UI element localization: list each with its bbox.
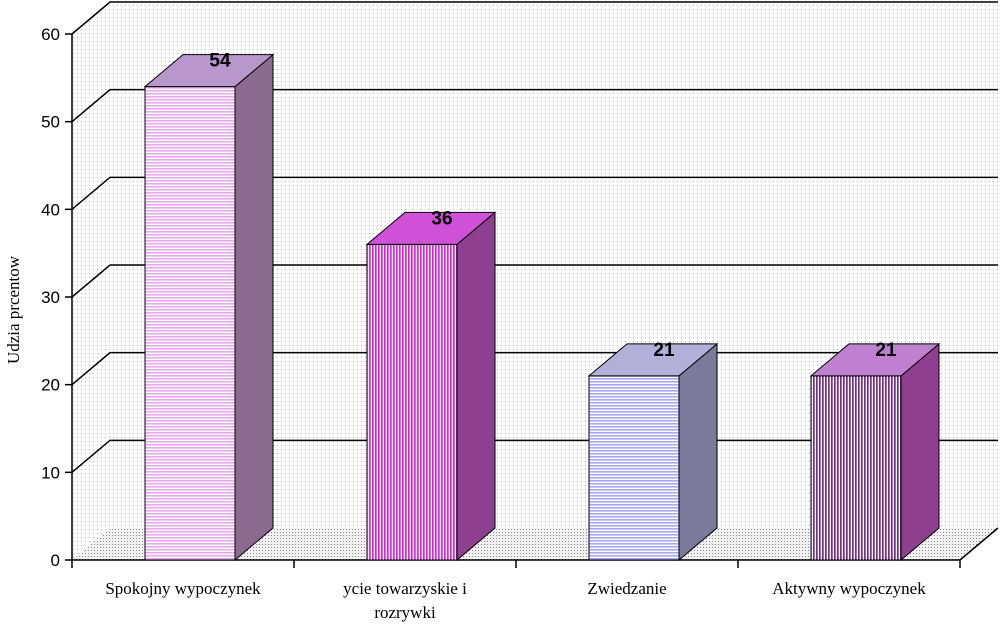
category-label: Spokojny wypoczynek [105, 579, 261, 598]
y-tick-label: 50 [41, 113, 60, 132]
bar-side [456, 211, 496, 562]
x-axis-depth-line [959, 527, 999, 561]
bar-top [143, 54, 275, 88]
data-label: 21 [653, 340, 675, 361]
bars [143, 53, 941, 562]
bar-front [366, 243, 458, 561]
bar-side [234, 53, 274, 562]
bar-3 [809, 342, 941, 562]
bar-side [678, 342, 718, 562]
gridline [71, 176, 998, 210]
category-label: ycie towarzyskie i [343, 579, 467, 598]
bar-front [144, 86, 236, 561]
category-label: Zwiedzanie [587, 579, 666, 598]
y-tick-label: 60 [41, 25, 60, 44]
category-label: rozrywki [374, 603, 436, 622]
bar-top [365, 211, 497, 245]
y-tick-label: 0 [51, 551, 60, 570]
gridline [71, 88, 998, 123]
data-label: 54 [209, 51, 231, 72]
category-label: Aktywny wypoczynek [772, 579, 926, 598]
gridline [71, 1, 998, 35]
bar-0 [143, 53, 275, 562]
bar-top [809, 343, 941, 377]
gridline [71, 264, 998, 298]
y-tick-label: 10 [41, 463, 60, 482]
y-axis-title: Udzia prcentow [4, 255, 23, 364]
data-label: 36 [431, 208, 452, 229]
floor-plane [72, 528, 998, 560]
bar-side [900, 342, 940, 562]
bar-2 [587, 342, 719, 562]
bar-front [588, 375, 680, 561]
data-label: 21 [875, 340, 897, 361]
bar-1 [365, 211, 497, 562]
bar-top [587, 343, 719, 377]
y-tick-label: 40 [41, 200, 60, 219]
y-tick-label: 20 [41, 376, 60, 395]
y-tick-label: 30 [41, 288, 60, 307]
labels: 54 Spokojny wypoczynek 36 ycie towarzyskie … [105, 51, 926, 622]
bar-front [810, 375, 902, 561]
chart-floor [72, 528, 998, 560]
